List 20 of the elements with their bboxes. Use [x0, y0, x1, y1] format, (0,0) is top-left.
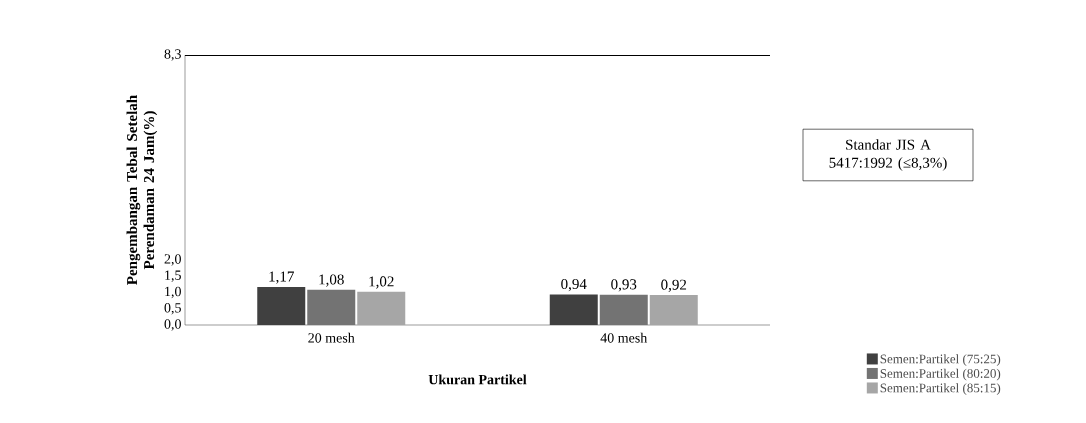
- y-tick-label: 1,0: [165, 286, 181, 299]
- data-label: 1,17: [269, 271, 294, 284]
- y-tick-label: 8,3: [164, 49, 181, 61]
- data-label: 0,92: [661, 279, 687, 292]
- x-axis-title: Ukuran Partikel: [428, 374, 527, 385]
- y-tick-label: 0,0: [164, 319, 181, 331]
- legend-label: Semen:Partikel (85:15): [880, 383, 1001, 395]
- data-label: 1,02: [369, 276, 394, 289]
- x-tick-label: 40 mesh: [600, 332, 648, 343]
- y-axis-title: Pengembangan Tebal Setelah Perendaman 24 Jam(%): [126, 95, 158, 285]
- y-tick-label: 2,0: [164, 254, 181, 266]
- legend-label: Semen:Partikel (80:20): [880, 368, 1001, 381]
- data-label: 0,94: [561, 278, 587, 292]
- y-tick-label: 1,5: [165, 270, 181, 282]
- text: Standar JIS A 5417:1992 (≤8,3%): [829, 139, 947, 171]
- data-label: 1,08: [319, 274, 344, 287]
- data-label: 0,93: [611, 279, 637, 292]
- x-tick-label: 20 mesh: [308, 332, 355, 343]
- legend-label: Semen:Partikel (75:25): [880, 354, 1001, 366]
- y-tick-label: 0,5: [164, 303, 181, 315]
